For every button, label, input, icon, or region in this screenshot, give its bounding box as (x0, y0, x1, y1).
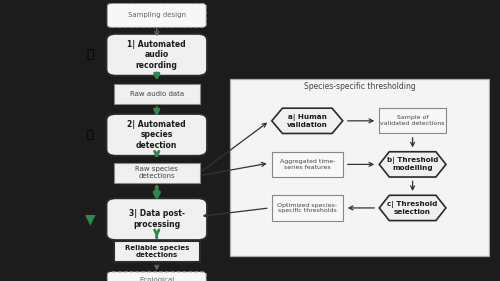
Text: a| Human
validation: a| Human validation (287, 114, 328, 128)
Text: 1| Automated
audio
recording: 1| Automated audio recording (128, 40, 186, 70)
Text: 🎤: 🎤 (86, 48, 94, 61)
Text: Reliable species
detections: Reliable species detections (124, 245, 189, 258)
Bar (272, 195, 342, 221)
Bar (114, 241, 200, 262)
FancyBboxPatch shape (108, 4, 206, 28)
Text: 3| Data post-
processing: 3| Data post- processing (129, 209, 185, 229)
FancyBboxPatch shape (106, 114, 207, 156)
Polygon shape (380, 195, 446, 221)
Polygon shape (272, 108, 342, 133)
Text: Sample of
validated detections: Sample of validated detections (380, 115, 445, 126)
FancyBboxPatch shape (108, 272, 206, 281)
Text: Raw audio data: Raw audio data (130, 91, 184, 97)
Bar (114, 163, 200, 183)
FancyBboxPatch shape (106, 34, 207, 76)
Text: b| Threshold
modelling: b| Threshold modelling (387, 157, 438, 171)
Text: Raw species
detections: Raw species detections (136, 166, 178, 179)
Bar (114, 84, 200, 104)
Text: 2| Automated
species
detection: 2| Automated species detection (128, 120, 186, 150)
Text: Optimized species-
specific thresholds: Optimized species- specific thresholds (277, 203, 337, 213)
Text: 🖥: 🖥 (87, 130, 94, 140)
Bar (272, 152, 342, 177)
Text: Sampling design: Sampling design (128, 12, 186, 19)
Text: ▼: ▼ (85, 212, 96, 226)
Text: Aggregated time-
series features: Aggregated time- series features (280, 159, 335, 170)
Text: Ecological
analyses: Ecological analyses (139, 277, 174, 281)
Text: c| Threshold
selection: c| Threshold selection (388, 201, 438, 215)
Bar (380, 108, 446, 133)
Polygon shape (380, 152, 446, 177)
Bar (230, 79, 489, 256)
FancyBboxPatch shape (106, 198, 207, 240)
Text: Species-specific thresholding: Species-specific thresholding (304, 82, 416, 91)
